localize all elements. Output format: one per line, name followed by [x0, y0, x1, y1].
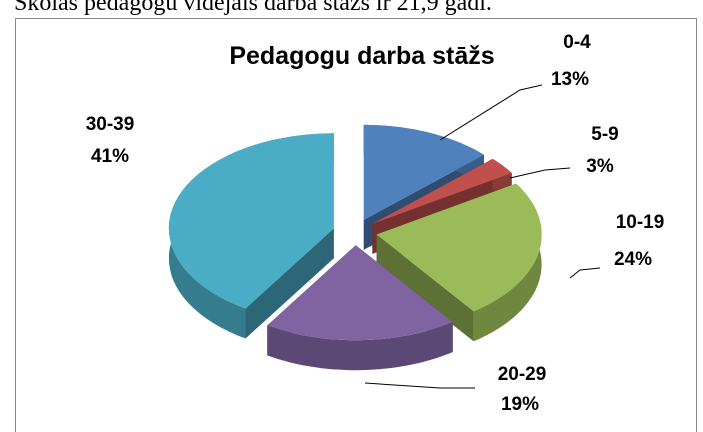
slice — [363, 124, 484, 220]
slice-side — [473, 183, 542, 342]
leader-line — [509, 167, 571, 179]
leader-line — [364, 382, 475, 389]
slice-label: 20-29 — [498, 364, 547, 385]
slice-value-label: 41% — [91, 146, 129, 167]
leader-line — [569, 267, 601, 279]
slice — [267, 245, 453, 341]
slice-label: 30-39 — [86, 114, 135, 135]
caption: Skolas pedagogu vidējais darba stāžs ir … — [14, 0, 492, 16]
slice-value-label: 19% — [501, 394, 539, 415]
slice — [372, 158, 512, 224]
slice — [376, 183, 542, 312]
chart-title: Pedagogu darba stāžs — [229, 42, 494, 70]
slice-side — [267, 322, 453, 371]
slice-wall — [376, 234, 474, 342]
slice-value-label: 3% — [586, 156, 614, 177]
leader-line — [439, 84, 543, 141]
slice-label: 10-19 — [616, 212, 665, 233]
slice-label: 5-9 — [591, 124, 618, 145]
slice-value-label: 13% — [551, 69, 589, 90]
slice — [168, 133, 334, 309]
slice-wall — [245, 228, 334, 339]
slice-value-label: 24% — [614, 249, 652, 270]
slice-label: 0-4 — [563, 32, 591, 53]
